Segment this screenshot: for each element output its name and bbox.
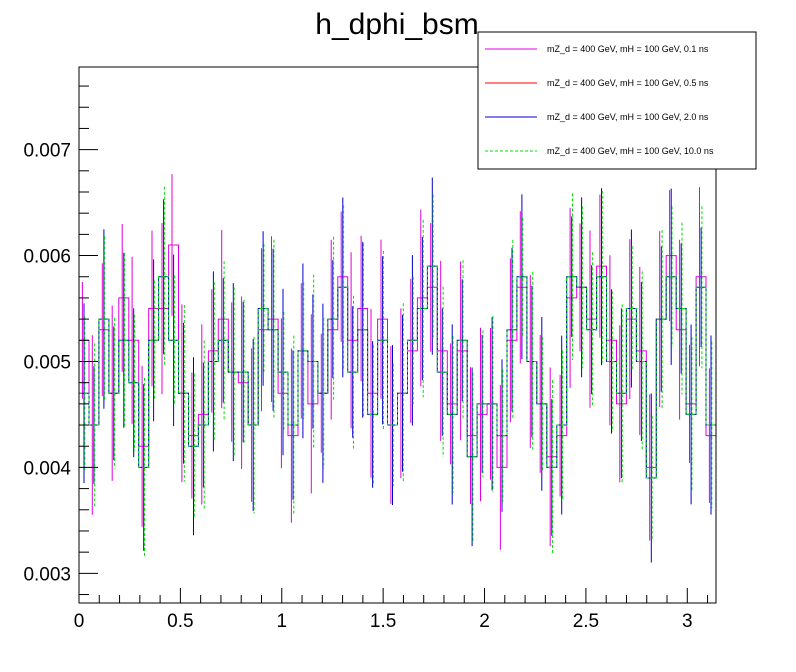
series-2 [79,177,716,563]
series-3 [79,186,716,557]
x-tick-label: 3 [682,611,693,632]
x-tick-label: 0.5 [167,611,193,632]
axis-layer: 0 0.5 1 1.5 2 2.5 3 0.003 0.004 0.005 0.006 0.007 [23,85,709,632]
legend-label: mZ_d = 400 GeV, mH = 100 GeV, 0.5 ns [547,78,709,88]
x-tick-label: 1.5 [370,611,396,632]
plot-frame [78,66,717,604]
series-layer [79,174,716,563]
legend: mZ_d = 400 GeV, mH = 100 GeV, 0.1 ns mZ_d… [477,31,757,170]
y-tick-label: 0.004 [23,458,71,479]
x-tick-label: 2 [479,611,490,632]
series-3-line [79,265,716,479]
y-tick-label: 0.003 [23,564,71,585]
legend-label: mZ_d = 400 GeV, mH = 100 GeV, 0.1 ns [547,44,709,54]
series-0 [79,174,716,550]
y-tick-label: 0.007 [23,141,71,162]
y-tick-label: 0.006 [23,247,71,268]
x-tick-label: 0 [74,611,85,632]
legend-box [477,31,757,170]
chart-title: h_dphi_bsm [315,8,478,41]
x-tick-label: 2.5 [573,611,599,632]
legend-label: mZ_d = 400 GeV, mH = 100 GeV, 2.0 ns [547,112,709,122]
y-tick-label: 0.005 [23,352,71,373]
x-tick-label: 1 [276,611,287,632]
legend-label: mZ_d = 400 GeV, mH = 100 GeV, 10.0 ns [547,146,714,156]
